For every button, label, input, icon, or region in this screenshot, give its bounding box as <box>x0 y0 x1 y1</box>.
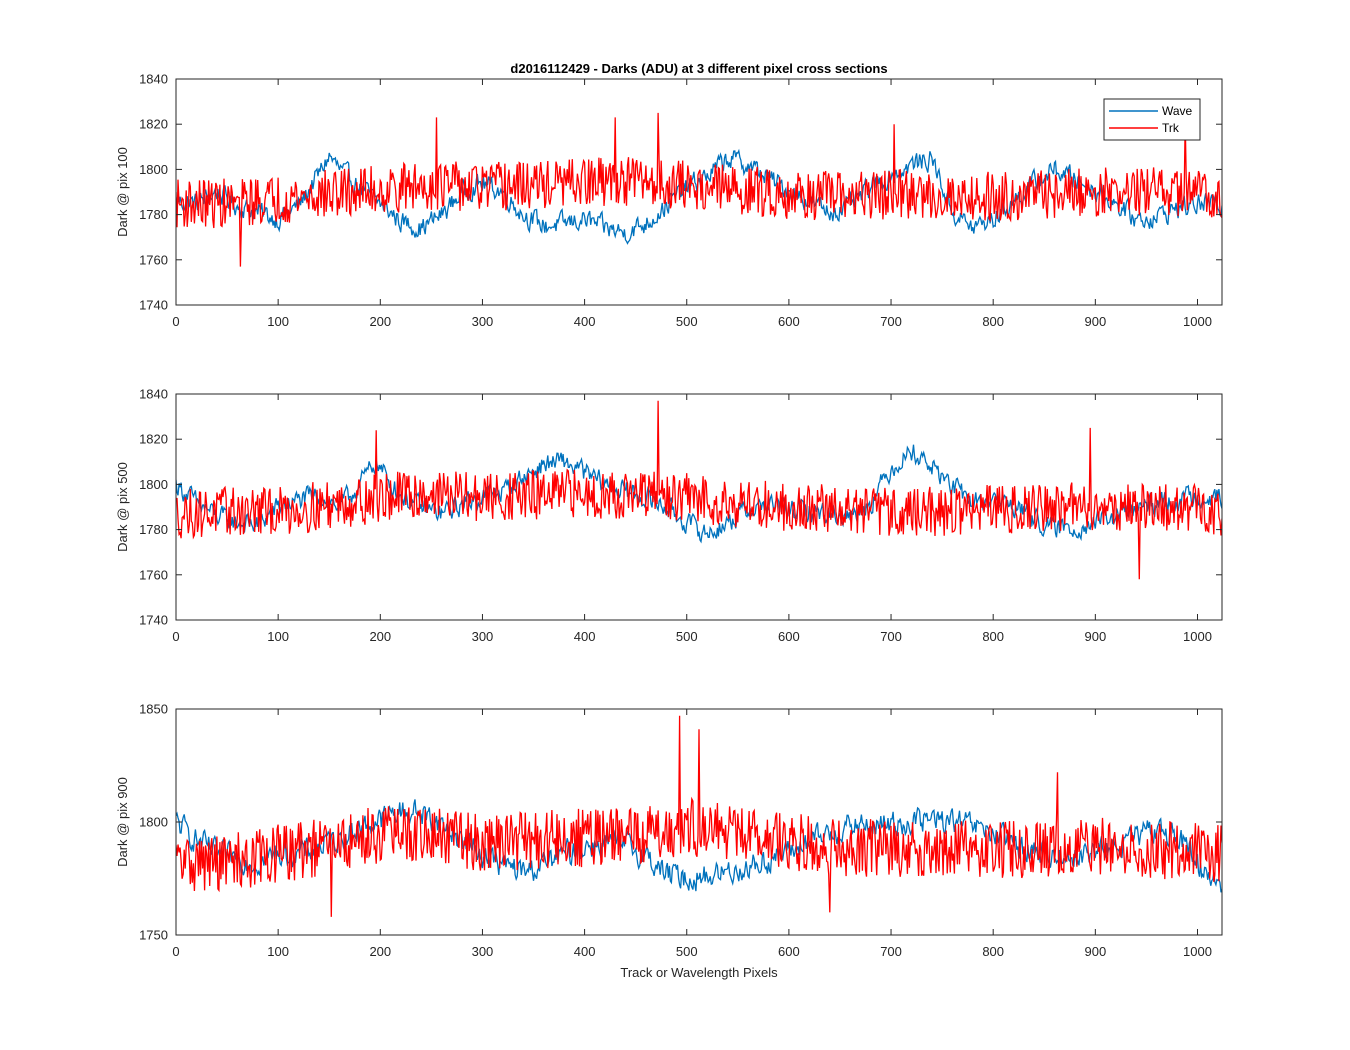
subplot-1: 0 100 200 300 400 500 600 700 800 900 1000 1740 1760… <box>115 72 1223 329</box>
y-tick-label: 1780 <box>139 522 168 537</box>
x-tick-label: 100 <box>267 944 289 959</box>
x-tick-label: 600 <box>778 944 800 959</box>
series-line-trk <box>176 112 1222 267</box>
x-tick-label: 700 <box>880 314 902 329</box>
axes-box <box>175 393 1223 621</box>
x-tick-label: 600 <box>778 629 800 644</box>
x-tick-label: 800 <box>982 314 1004 329</box>
x-tick-label: 200 <box>369 944 391 959</box>
figure-title: d2016112429 - Darks (ADU) at 3 different… <box>510 61 887 76</box>
series-group <box>176 400 1222 580</box>
x-tick-label: 0 <box>172 944 179 959</box>
x-tick-label: 1000 <box>1183 314 1212 329</box>
series-group <box>176 112 1222 267</box>
x-tick-label: 800 <box>982 944 1004 959</box>
x-tick-label: 1000 <box>1183 629 1212 644</box>
x-tick-label: 100 <box>267 314 289 329</box>
y-tick-label: 1800 <box>139 815 168 830</box>
subplot-3: 0 100 200 300 400 500 600 700 800 900 1000 1750 1800… <box>115 702 1223 959</box>
x-tick-label: 900 <box>1084 629 1106 644</box>
y-tick-label: 1850 <box>139 702 168 717</box>
x-axis-label: Track or Wavelength Pixels <box>620 965 778 980</box>
legend-label-wave: Wave <box>1162 104 1193 118</box>
y-tick-label: 1760 <box>139 567 168 582</box>
y-tick-label: 1800 <box>139 162 168 177</box>
y-tick-label: 1820 <box>139 117 168 132</box>
legend-label-trk: Trk <box>1162 121 1180 135</box>
y-tick-label: 1820 <box>139 432 168 447</box>
series-line-wave <box>176 444 1222 544</box>
y-axis-label: Dark @ pix 500 <box>115 462 130 552</box>
x-tick-label: 200 <box>369 629 391 644</box>
y-tick-label: 1780 <box>139 207 168 222</box>
x-tick-label: 100 <box>267 629 289 644</box>
x-tick-label: 400 <box>574 944 596 959</box>
x-tick-label: 900 <box>1084 314 1106 329</box>
x-tick-label: 400 <box>574 629 596 644</box>
axes-box <box>175 78 1223 306</box>
x-tick-label: 0 <box>172 629 179 644</box>
y-tick-label: 1740 <box>139 613 168 628</box>
series-group <box>176 715 1222 917</box>
y-tick-label: 1840 <box>139 72 168 87</box>
plot-area <box>176 79 1222 305</box>
x-tick-label: 500 <box>676 314 698 329</box>
y-tick-label: 1740 <box>139 298 168 313</box>
legend-box <box>1103 98 1201 141</box>
y-axis-label: Dark @ pix 100 <box>115 147 130 237</box>
x-tick-label: 400 <box>574 314 596 329</box>
x-tick-label: 1000 <box>1183 944 1212 959</box>
x-tick-label: 600 <box>778 314 800 329</box>
x-tick-label: 0 <box>172 314 179 329</box>
y-tick-label: 1750 <box>139 928 168 943</box>
legend: Wave Trk <box>1103 98 1201 141</box>
series-line-trk <box>176 715 1222 917</box>
x-tick-label: 700 <box>880 629 902 644</box>
y-tick-label: 1760 <box>139 252 168 267</box>
x-tick-label: 900 <box>1084 944 1106 959</box>
x-tick-label: 300 <box>472 629 494 644</box>
x-tick-label: 700 <box>880 944 902 959</box>
x-tick-label: 800 <box>982 629 1004 644</box>
x-tick-label: 300 <box>472 314 494 329</box>
y-tick-label: 1840 <box>139 387 168 402</box>
y-tick-label: 1800 <box>139 477 168 492</box>
x-tick-label: 300 <box>472 944 494 959</box>
series-line-trk <box>176 400 1222 580</box>
x-tick-label: 500 <box>676 944 698 959</box>
x-tick-label: 200 <box>369 314 391 329</box>
y-axis-label: Dark @ pix 900 <box>115 777 130 867</box>
series-line-wave <box>176 148 1222 245</box>
subplot-2: 0 100 200 300 400 500 600 700 800 900 1000 1740 1760… <box>115 387 1223 644</box>
x-tick-label: 500 <box>676 629 698 644</box>
